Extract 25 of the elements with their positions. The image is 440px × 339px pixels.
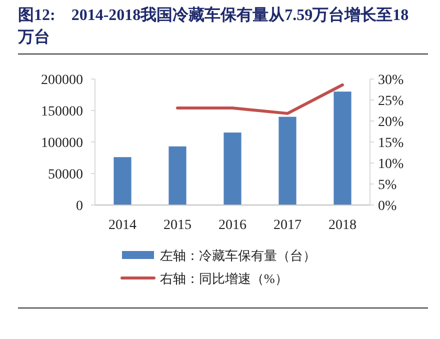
- x-tick-label: 2018: [328, 218, 356, 233]
- bar: [334, 92, 352, 205]
- bar: [168, 146, 186, 205]
- legend-label: 左轴：冷藏车保有量（台）: [160, 248, 316, 263]
- y2-tick-label: 30%: [378, 73, 404, 88]
- y2-tick-label: 10%: [378, 157, 404, 172]
- y2-tick-label: 0%: [378, 199, 397, 214]
- x-tick-label: 2014: [108, 218, 136, 233]
- y-tick-label: 0: [76, 199, 83, 214]
- chart-title: 图12: 2014-2018我国冷藏车保有量从7.59万台增长至18万台: [17, 6, 409, 46]
- y2-tick-label: 15%: [378, 136, 404, 151]
- x-tick-label: 2016: [218, 218, 246, 233]
- bar: [224, 132, 242, 205]
- x-tick-label: 2017: [274, 218, 302, 233]
- y2-tick-label: 25%: [378, 94, 404, 109]
- y2-tick-label: 20%: [378, 115, 404, 130]
- y-tick-label: 50000: [48, 168, 83, 182]
- y-tick-label: 200000: [41, 73, 83, 88]
- bar: [278, 116, 296, 205]
- bar: [114, 157, 132, 205]
- y-tick-label: 100000: [41, 136, 83, 151]
- legend-label: 右轴：同比增速（%）: [160, 271, 288, 286]
- y-tick-label: 150000: [41, 104, 83, 120]
- x-tick-label: 2015: [164, 218, 192, 233]
- y2-tick-label: 5%: [378, 178, 397, 193]
